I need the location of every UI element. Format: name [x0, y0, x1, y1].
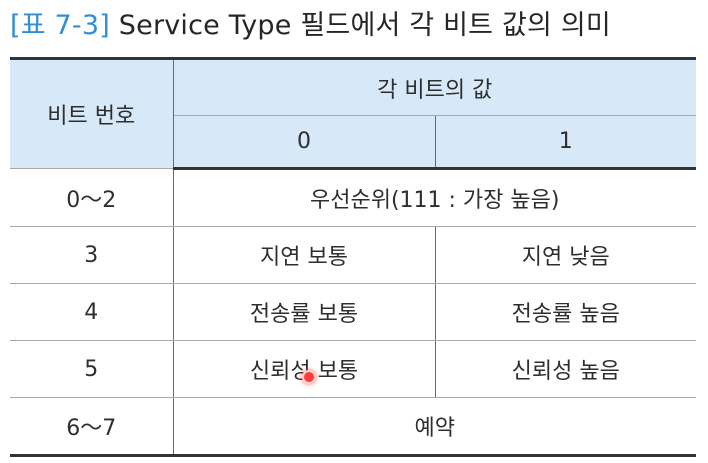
- pointer-cursor: [302, 370, 316, 384]
- table-row: 5 신뢰성 보통 신뢰성 높음: [10, 340, 696, 398]
- value-1-cell: 신뢰성 높음: [435, 340, 696, 398]
- bit-number-cell: 0～2: [10, 168, 174, 227]
- value-1-cell: 지연 낮음: [435, 226, 696, 284]
- bit-number-cell: 4: [10, 283, 174, 341]
- value-0-cell: 신뢰성 보통: [173, 340, 436, 398]
- value-1-cell: 전송률 높음: [435, 283, 696, 341]
- table-row: 3 지연 보통 지연 낮음: [10, 226, 696, 284]
- value-0-cell: 지연 보통: [173, 226, 436, 284]
- table-caption-tag: [표 7-3]: [10, 10, 110, 41]
- header-value-1: 1: [435, 115, 696, 170]
- merged-value-cell: 우선순위(111 : 가장 높음): [173, 168, 696, 227]
- header-value-0: 0: [173, 115, 436, 170]
- merged-value-cell: 예약: [173, 397, 696, 457]
- value-0-cell: 전송률 보통: [173, 283, 436, 341]
- table-header-row: 비트 번호 각 비트의 값: [10, 57, 696, 169]
- header-bit-value: 각 비트의 값: [173, 57, 696, 116]
- table-row: 6～7 예약: [10, 397, 696, 457]
- bit-number-cell: 6～7: [10, 397, 174, 457]
- table-subheader-row: 0 1: [10, 115, 696, 170]
- table-caption: [표 7-3] Service Type 필드에서 각 비트 값의 의미: [10, 6, 611, 46]
- bit-number-cell: 5: [10, 340, 174, 398]
- header-bit-number: 비트 번호: [10, 57, 174, 169]
- bit-number-cell: 3: [10, 226, 174, 284]
- service-type-table: 비트 번호 각 비트의 값 0 1 0～2 우선순위(111 : 가장 높음) …: [10, 57, 696, 457]
- table-row: 4 전송률 보통 전송률 높음: [10, 283, 696, 341]
- table-caption-text: Service Type 필드에서 각 비트 값의 의미: [118, 10, 611, 41]
- table-row: 0～2 우선순위(111 : 가장 높음): [10, 168, 696, 227]
